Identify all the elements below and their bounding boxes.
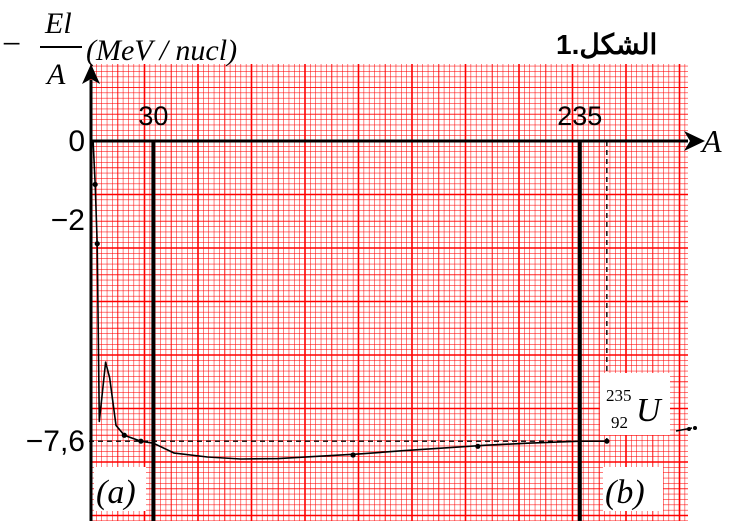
region-a-label: (a) xyxy=(94,467,146,511)
x-tick-label-235: 235 xyxy=(557,101,602,131)
trailing-dot-2 xyxy=(693,426,697,430)
y-tick-label: −2 xyxy=(51,204,85,237)
reference-vertical-lines xyxy=(151,141,582,521)
region-a-background xyxy=(94,467,146,511)
curve-point xyxy=(350,452,356,458)
binding-energy-curve xyxy=(92,140,607,460)
y-axis-fraction-denominator: A xyxy=(45,58,66,91)
trailing-dot-1 xyxy=(687,427,691,431)
region-a-text: (a) xyxy=(96,474,136,511)
curve-point xyxy=(604,438,610,444)
curve-markers xyxy=(92,181,610,458)
y-axis-fraction-numerator: El xyxy=(44,7,72,40)
y-axis-arrow-icon xyxy=(82,64,100,84)
uranium-235-label: 235 92 U xyxy=(600,373,670,435)
curve-point xyxy=(138,438,144,444)
x-tick-label-30: 30 xyxy=(138,101,168,131)
trailing-curve-stub xyxy=(675,426,697,432)
tick-labels: 30 235 0 −2 −7,6 xyxy=(26,101,603,458)
x-axis-arrow-icon xyxy=(684,131,705,151)
region-b-text: (b) xyxy=(605,474,645,511)
figure-label: الشكل.1 xyxy=(556,29,657,60)
x-axis-label: A xyxy=(700,123,722,159)
y-tick-label: −7,6 xyxy=(26,425,85,458)
uranium-label-background xyxy=(600,373,670,435)
uranium-atomic-number: 92 xyxy=(611,413,628,432)
uranium-symbol: U xyxy=(636,392,663,429)
curve-point xyxy=(92,181,98,188)
curve-point xyxy=(475,443,481,449)
axes xyxy=(82,64,705,521)
region-b-label: (b) xyxy=(603,467,663,511)
y-tick-label: 0 xyxy=(68,125,85,158)
y-axis-minus-sign: − xyxy=(2,26,21,63)
y-axis-title: − El A (MeV / nucl) xyxy=(2,7,237,91)
uranium-mass-number: 235 xyxy=(606,386,632,405)
curve-series-line xyxy=(92,140,607,460)
region-b-background xyxy=(603,467,663,511)
y-axis-unit: (MeV / nucl) xyxy=(86,34,237,67)
curve-point xyxy=(94,241,100,247)
curve-point xyxy=(121,432,127,438)
